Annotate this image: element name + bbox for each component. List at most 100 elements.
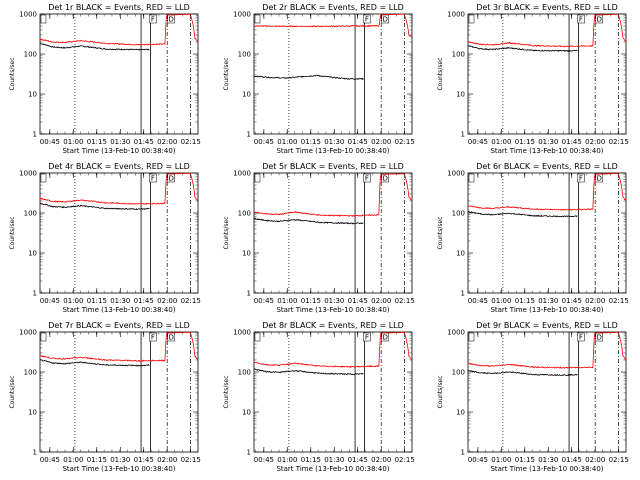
x-tick-label: 01:00 xyxy=(491,138,511,146)
y-axis-label: Counts/sec xyxy=(223,57,230,90)
y-tick-label: 1 xyxy=(461,131,465,139)
flag-f-box xyxy=(149,14,157,24)
x-tick-label: 00:45 xyxy=(254,456,274,464)
y-tick-label: 1000 xyxy=(233,11,251,19)
flag-f-label: F xyxy=(365,175,369,183)
x-tick-label: 02:15 xyxy=(395,138,415,146)
y-axis-label: Counts/sec xyxy=(223,375,230,408)
chart-panel-det-1: Det 1r BLACK = Events, RED = LLD Counts/s… xyxy=(9,3,201,155)
x-tick-label: 02:00 xyxy=(157,456,177,464)
x-tick-label: 02:00 xyxy=(157,138,177,146)
x-tick-label: 01:00 xyxy=(63,297,83,305)
x-axis-label: Start Time (13-Feb-10 00:38:40) xyxy=(276,147,389,155)
x-tick-label: 01:30 xyxy=(538,297,558,305)
flag-f-box xyxy=(577,14,585,24)
x-tick-label: 00:45 xyxy=(468,297,488,305)
flag-e-box xyxy=(468,14,475,24)
events-series-line xyxy=(467,211,578,218)
x-tick-label: 00:45 xyxy=(40,138,60,146)
chart-title: Det 6r BLACK = Events, RED = LLD xyxy=(476,162,618,171)
x-tick-label: 02:00 xyxy=(371,456,391,464)
x-tick-label: 01:45 xyxy=(348,456,368,464)
x-tick-label: 01:45 xyxy=(134,138,154,146)
y-tick-label: 100 xyxy=(238,210,251,218)
flag-f-label: F xyxy=(579,16,583,24)
x-tick-label: 01:30 xyxy=(324,138,344,146)
x-tick-label: 02:15 xyxy=(181,456,201,464)
x-axis-label: Start Time (13-Feb-10 00:38:40) xyxy=(490,306,603,314)
y-tick-label: 10 xyxy=(242,91,251,99)
plot-frame xyxy=(39,172,199,294)
y-tick-label: 10 xyxy=(456,409,465,417)
events-series-line xyxy=(40,359,150,367)
chart-panel-det-2: Det 2r BLACK = Events, RED = LLD Counts/s… xyxy=(223,3,415,155)
y-axis-label: Counts/sec xyxy=(9,375,16,408)
x-tick-label: 01:30 xyxy=(538,456,558,464)
chart-title: Det 5r BLACK = Events, RED = LLD xyxy=(262,162,404,171)
y-tick-label: 100 xyxy=(24,51,37,59)
x-tick-label: 02:15 xyxy=(395,456,415,464)
plot-frame xyxy=(39,13,199,135)
x-tick-label: 01:30 xyxy=(538,138,558,146)
plot-frame xyxy=(467,172,627,294)
x-tick-label: 02:15 xyxy=(181,138,201,146)
flag-d-label: D xyxy=(382,175,387,183)
events-series-line xyxy=(467,45,578,52)
lld-series-line xyxy=(467,173,626,211)
flag-f-label: F xyxy=(151,175,155,183)
events-series-line xyxy=(467,370,578,377)
x-tick-label: 01:15 xyxy=(301,297,321,305)
flag-e-box xyxy=(468,332,475,342)
chart-title: Det 2r BLACK = Events, RED = LLD xyxy=(262,3,404,12)
y-tick-label: 10 xyxy=(456,250,465,258)
y-tick-label: 1000 xyxy=(447,11,465,19)
x-tick-label: 01:15 xyxy=(515,456,535,464)
lld-series-line xyxy=(39,331,199,362)
flag-f-box xyxy=(363,332,371,342)
events-series-line xyxy=(39,202,150,211)
flag-e-box xyxy=(40,14,47,24)
plot-frame xyxy=(39,331,199,453)
x-tick-label: 00:45 xyxy=(468,138,488,146)
x-tick-label: 00:45 xyxy=(40,456,60,464)
y-tick-label: 1000 xyxy=(19,329,37,337)
x-tick-label: 01:30 xyxy=(324,297,344,305)
x-tick-label: 01:30 xyxy=(110,138,130,146)
x-tick-label: 01:15 xyxy=(515,297,535,305)
x-tick-label: 00:45 xyxy=(254,138,274,146)
x-axis-label: Start Time (13-Feb-10 00:38:40) xyxy=(276,465,389,473)
x-axis-label: Start Time (13-Feb-10 00:38:40) xyxy=(62,465,175,473)
chart-panel-det-6: Det 6r BLACK = Events, RED = LLD Counts/s… xyxy=(437,162,629,314)
y-axis-label: Counts/sec xyxy=(437,375,444,408)
flag-f-box xyxy=(149,332,157,342)
y-tick-label: 1 xyxy=(33,290,37,298)
flag-f-box xyxy=(577,332,585,342)
x-tick-label: 01:00 xyxy=(491,456,511,464)
x-tick-label: 01:30 xyxy=(110,456,130,464)
x-tick-label: 01:00 xyxy=(277,297,297,305)
x-axis-label: Start Time (13-Feb-10 00:38:40) xyxy=(490,465,603,473)
x-axis-label: Start Time (13-Feb-10 00:38:40) xyxy=(62,306,175,314)
events-series-line xyxy=(253,74,364,80)
x-tick-label: 00:45 xyxy=(468,456,488,464)
flag-d-label: D xyxy=(168,175,173,183)
x-tick-label: 01:15 xyxy=(301,138,321,146)
x-tick-label: 02:15 xyxy=(609,138,629,146)
lld-series-line xyxy=(39,13,198,46)
x-tick-label: 01:30 xyxy=(110,297,130,305)
x-tick-label: 01:00 xyxy=(277,138,297,146)
x-tick-label: 01:45 xyxy=(348,297,368,305)
y-tick-label: 1 xyxy=(33,131,37,139)
x-tick-label: 01:15 xyxy=(515,138,535,146)
y-tick-label: 100 xyxy=(452,369,465,377)
y-axis-label: Counts/sec xyxy=(437,57,444,90)
x-tick-label: 02:15 xyxy=(395,297,415,305)
x-tick-label: 02:15 xyxy=(609,456,629,464)
flag-e-box xyxy=(468,173,475,183)
flag-e-box xyxy=(254,14,261,24)
y-tick-label: 1 xyxy=(247,131,251,139)
chart-panel-det-8: Det 8r BLACK = Events, RED = LLD Counts/s… xyxy=(223,321,415,473)
flag-e-box xyxy=(40,173,47,183)
flag-d-label: D xyxy=(382,16,387,24)
y-tick-label: 1 xyxy=(247,290,251,298)
